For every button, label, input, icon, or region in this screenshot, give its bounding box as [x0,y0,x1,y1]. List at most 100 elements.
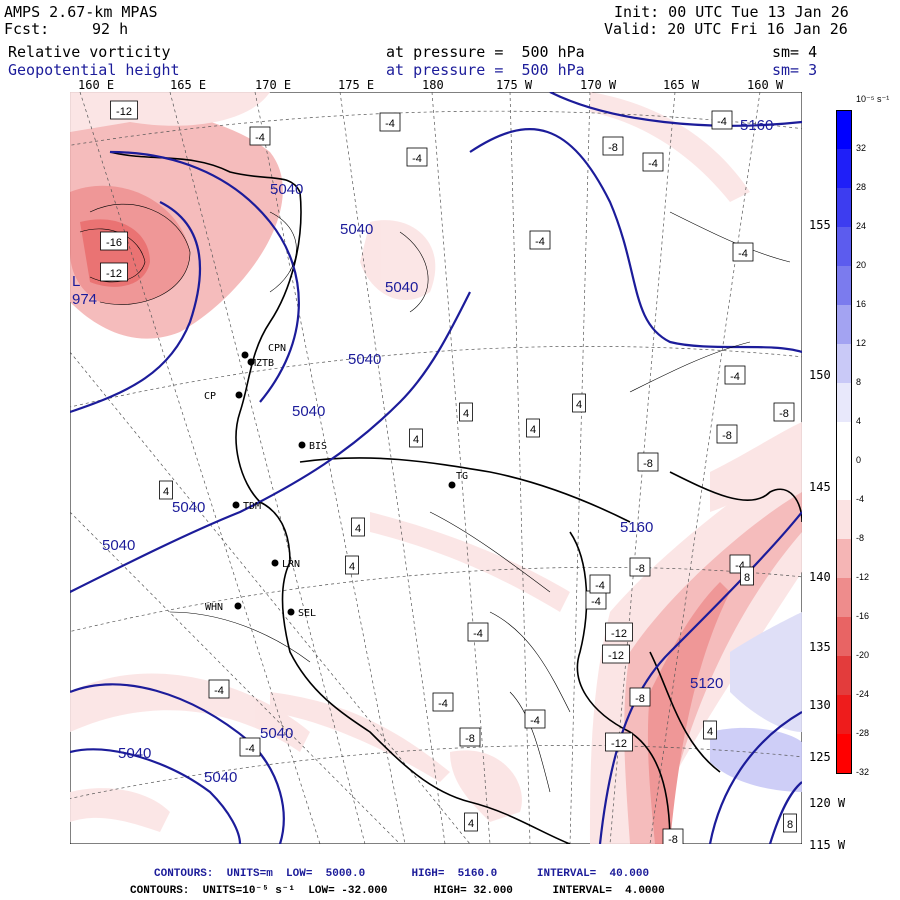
lat-label: 115 W [809,838,845,852]
vorticity-label: 4 [349,561,355,573]
colorbar-tick: -20 [856,650,869,660]
map-panel: 5040 5040 5040 5040 5040 5040 5040 5040 … [70,92,802,844]
station-dot [272,560,279,567]
height-contour-label: 5040 [102,537,135,554]
vorticity-label: 8 [744,572,750,584]
colorbar-tick: 24 [856,221,866,231]
colorbar-tick: -28 [856,728,869,738]
vorticity-label: -4 [730,371,740,383]
footer-vorticity-contours: CONTOURS: UNITS=10⁻⁵ s⁻¹ LOW= -32.000 HI… [130,883,665,897]
station-dot [242,352,249,359]
height-contour-label: 5040 [292,403,325,420]
lon-label: 180 [422,78,444,92]
vorticity-label: -8 [608,142,618,154]
footer-height-contours: CONTOURS: UNITS=m LOW= 5000.0 HIGH= 5160… [154,868,649,880]
vorticity-label: -8 [643,458,653,470]
vorticity-label: 4 [530,424,536,436]
vorticity-label: -16 [106,237,122,249]
vorticity-label: -4 [648,158,658,170]
field-height-level: at pressure = 500 hPa [386,62,585,79]
colorbar-cell [836,422,852,461]
vorticity-label: -4 [591,596,601,608]
station-label: LRN [282,559,300,570]
station-dot [288,609,295,616]
vorticity-label: -8 [465,733,475,745]
model-title: AMPS 2.67-km MPAS [4,4,158,21]
height-contour-label: 5160 [620,519,653,536]
station-dot [449,482,456,489]
vorticity-label: 4 [163,486,169,498]
field-height-name: Geopotential height [8,62,180,79]
vorticity-label: 4 [707,726,713,738]
lat-label: 120 W [809,796,845,810]
vorticity-label: -12 [116,106,132,118]
station-dot [299,442,306,449]
colorbar-cell [836,578,852,617]
colorbar-unit: 10⁻⁵ s⁻¹ [856,94,889,105]
height-contour-label: 5040 [270,181,303,198]
field-vorticity-smoothing: sm= 4 [772,44,817,61]
colorbar-cell [836,266,852,305]
colorbar-cell [836,305,852,344]
height-contour-label: 5040 [172,499,205,516]
low-center-marker: L [72,273,80,290]
colorbar-cell [836,383,852,422]
colorbar-tick: 16 [856,299,866,309]
vorticity-label: -4 [385,118,395,130]
vorticity-label: 4 [413,434,419,446]
vorticity-label: -4 [535,236,545,248]
colorbar-cell [836,110,852,150]
station-label: SEL [298,608,316,619]
height-contour-label: 5160 [740,117,773,134]
colorbar-cell [836,617,852,656]
vorticity-label: -8 [779,408,789,420]
lon-label: 175 W [496,78,532,92]
colorbar-tick: 8 [856,377,861,387]
colorbar-tick: 4 [856,416,861,426]
vorticity-label: 4 [468,818,474,830]
lon-label: 160 E [78,78,114,92]
lon-label: 165 E [170,78,206,92]
vorticity-label: -12 [106,268,122,280]
vorticity-label: -8 [635,693,645,705]
vorticity-label: -12 [611,738,627,750]
vorticity-label: -4 [530,715,540,727]
station-dot [233,502,240,509]
colorbar-cell [836,344,852,383]
vorticity-label: 8 [787,819,793,831]
colorbar-cell [836,461,852,500]
height-contour-label: 5040 [340,221,373,238]
height-contour-label: 5040 [118,745,151,762]
vorticity-label: -12 [611,628,627,640]
vorticity-label: 4 [463,408,469,420]
field-vorticity-level: at pressure = 500 hPa [386,44,585,61]
vorticity-label: -4 [595,580,605,592]
colorbar-cell [836,149,852,188]
vorticity-label: -4 [738,248,748,260]
colorbar-tick: 12 [856,338,866,348]
height-contour-label: 5040 [260,725,293,742]
vorticity-label: -12 [608,650,624,662]
colorbar-tick: -24 [856,689,869,699]
colorbar-tick: 32 [856,143,866,153]
colorbar-tick: -32 [856,767,869,777]
colorbar-cell [836,188,852,227]
forecast-label: Fcst: [4,21,49,38]
colorbar-tick: -16 [856,611,869,621]
colorbar-tick: 28 [856,182,866,192]
vorticity-label: -4 [214,685,224,697]
station-dot [235,603,242,610]
colorbar-tick: 20 [856,260,866,270]
colorbar-cell [836,500,852,539]
height-contour-label: 5040 [348,351,381,368]
station-label: CPN [268,343,286,354]
lon-label: 160 W [747,78,783,92]
vorticity-label: -4 [255,132,265,144]
station-dot [236,392,243,399]
height-contour-label: 5120 [690,675,723,692]
low-center-value: 974 [72,291,97,308]
lon-label: 175 E [338,78,374,92]
height-contour-label: 5040 [385,279,418,296]
valid-time: Valid: 20 UTC Fri 16 Jan 26 [604,21,848,38]
vorticity-label: -4 [717,116,727,128]
